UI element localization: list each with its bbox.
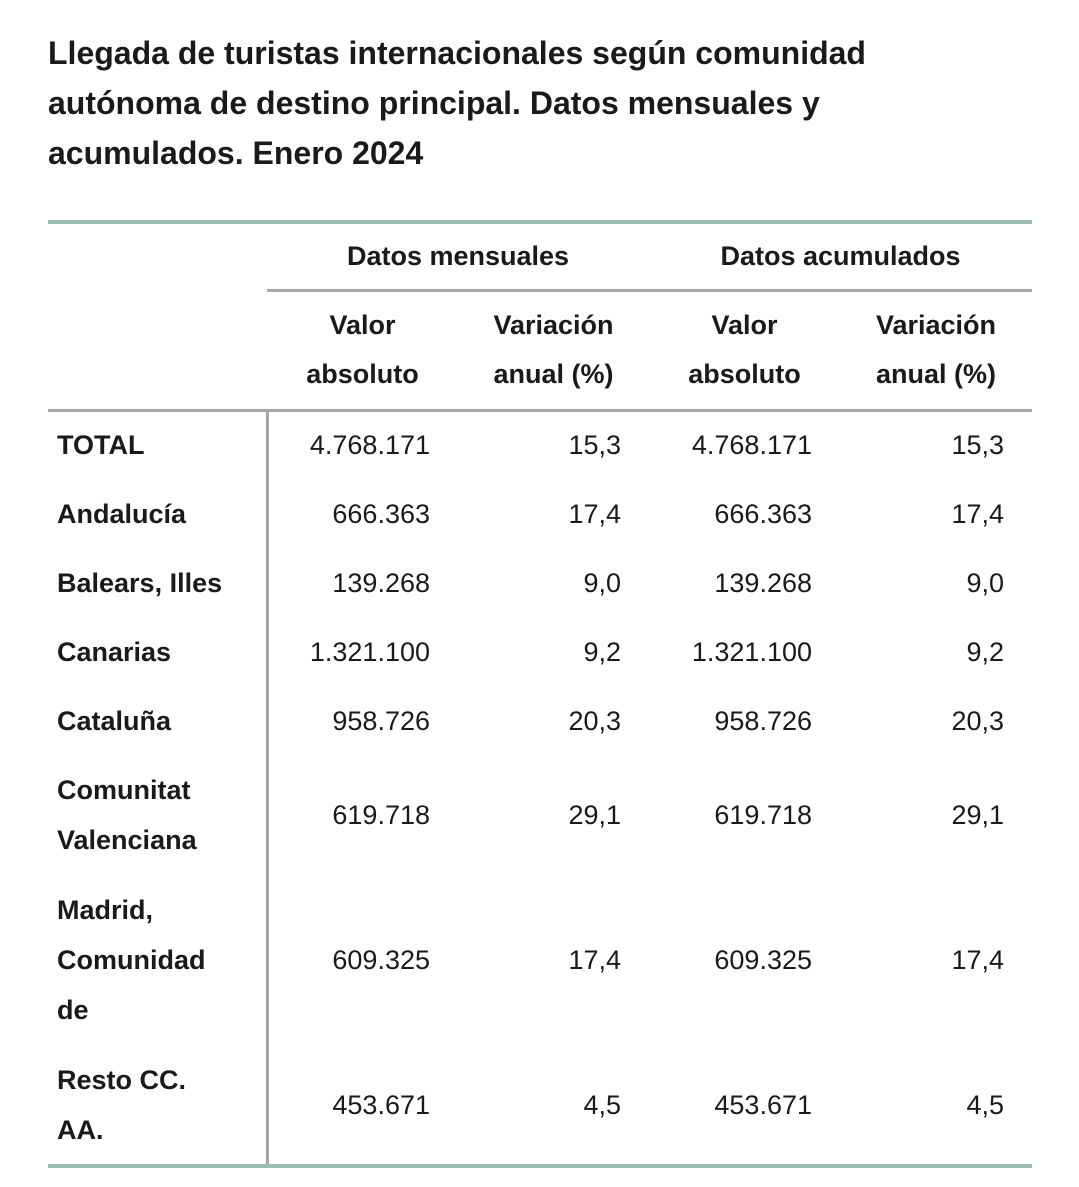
header-corner-cell-2 xyxy=(48,290,267,412)
cell-accumulated-absolute: 139.268 xyxy=(714,567,812,598)
column-header-row: Valor absoluto Variación anual (%) Valor… xyxy=(48,290,1032,412)
table-row-cataluna: Cataluña 958.726 20,3 958.726 20,3 xyxy=(48,686,1032,755)
cell-accumulated-variation: 15,3 xyxy=(951,430,1004,461)
table-row-resto-ccaa: Resto CC. AA. 453.671 4,5 453.671 4,5 xyxy=(48,1045,1032,1168)
cell-accumulated-absolute: 453.671 xyxy=(649,1045,840,1168)
cell-accumulated-variation: 4,5 xyxy=(840,1045,1032,1168)
table-row-balears: Balears, Illes 139.268 9,0 139.268 9,0 xyxy=(48,548,1032,617)
cell-monthly-absolute: 609.325 xyxy=(332,945,430,975)
row-label: Cataluña xyxy=(48,686,269,755)
table-row-canarias: Canarias 1.321.100 9,2 1.321.100 9,2 xyxy=(48,617,1032,686)
row-label: Madrid, Comunidad de xyxy=(48,875,269,1045)
group-header-monthly: Datos mensuales xyxy=(267,220,649,292)
cell-monthly-variation: 4,5 xyxy=(458,1045,649,1168)
table-header: Datos mensuales Datos acumulados Valor a… xyxy=(48,220,1032,412)
cell-monthly-absolute: 453.671 xyxy=(267,1045,458,1168)
table-body: TOTAL 4.768.171 15,3 4.768.171 15,3 Anda… xyxy=(48,410,1032,1168)
cell-accumulated-variation: 17,4 xyxy=(951,945,1004,975)
cell-monthly-absolute: 666.363 xyxy=(332,498,430,529)
table-row-total: TOTAL 4.768.171 15,3 4.768.171 15,3 xyxy=(48,410,1032,479)
cell-accumulated-absolute: 619.718 xyxy=(714,800,812,830)
cell-monthly-variation: 20,3 xyxy=(568,705,621,736)
group-header-accumulated: Datos acumulados xyxy=(649,220,1032,292)
group-header-row: Datos mensuales Datos acumulados xyxy=(48,220,1032,292)
cell-monthly-variation: 29,1 xyxy=(568,800,621,830)
table-row-comunitat-valenciana: Comunitat Valenciana 619.718 29,1 619.71… xyxy=(48,755,1032,875)
column-header-monthly-variation: Variación anual (%) xyxy=(458,290,649,412)
row-label: Resto CC. AA. xyxy=(48,1045,269,1168)
row-label: TOTAL xyxy=(48,410,269,479)
column-header-monthly-absolute: Valor absoluto xyxy=(267,290,458,412)
cell-accumulated-variation: 17,4 xyxy=(951,498,1004,529)
row-label: Canarias xyxy=(48,617,269,686)
cell-monthly-absolute: 139.268 xyxy=(332,567,430,598)
cell-accumulated-variation: 9,2 xyxy=(966,636,1004,667)
cell-monthly-variation: 17,4 xyxy=(568,498,621,529)
header-corner-cell xyxy=(48,220,267,290)
column-header-accumulated-absolute: Valor absoluto xyxy=(649,290,840,412)
tourism-arrivals-table: Datos mensuales Datos acumulados Valor a… xyxy=(48,220,1032,1168)
cell-monthly-variation: 15,3 xyxy=(568,430,621,461)
column-header-accumulated-variation: Variación anual (%) xyxy=(840,290,1032,412)
cell-accumulated-variation: 20,3 xyxy=(951,705,1004,736)
cell-monthly-variation: 9,0 xyxy=(583,567,621,598)
cell-accumulated-variation: 29,1 xyxy=(951,800,1004,830)
row-label: Comunitat Valenciana xyxy=(48,755,269,875)
cell-monthly-absolute: 958.726 xyxy=(332,705,430,736)
row-label: Andalucía xyxy=(48,479,269,548)
cell-monthly-variation: 17,4 xyxy=(568,945,621,975)
cell-accumulated-variation: 9,0 xyxy=(966,567,1004,598)
cell-monthly-absolute: 4.768.171 xyxy=(309,430,430,461)
cell-monthly-variation: 9,2 xyxy=(583,636,621,667)
cell-accumulated-absolute: 1.321.100 xyxy=(691,636,812,667)
cell-accumulated-absolute: 609.325 xyxy=(714,945,812,975)
cell-monthly-absolute: 619.718 xyxy=(332,800,430,830)
cell-accumulated-absolute: 958.726 xyxy=(714,705,812,736)
cell-monthly-absolute: 1.321.100 xyxy=(309,636,430,667)
cell-accumulated-absolute: 4.768.171 xyxy=(691,430,812,461)
table-row-andalucia: Andalucía 666.363 17,4 666.363 17,4 xyxy=(48,479,1032,548)
cell-accumulated-absolute: 666.363 xyxy=(714,498,812,529)
page-title: Llegada de turistas internacionales segú… xyxy=(48,35,866,171)
row-label: Balears, Illes xyxy=(48,548,269,617)
table-row-madrid: Madrid, Comunidad de 609.325 17,4 609.32… xyxy=(48,875,1032,1045)
